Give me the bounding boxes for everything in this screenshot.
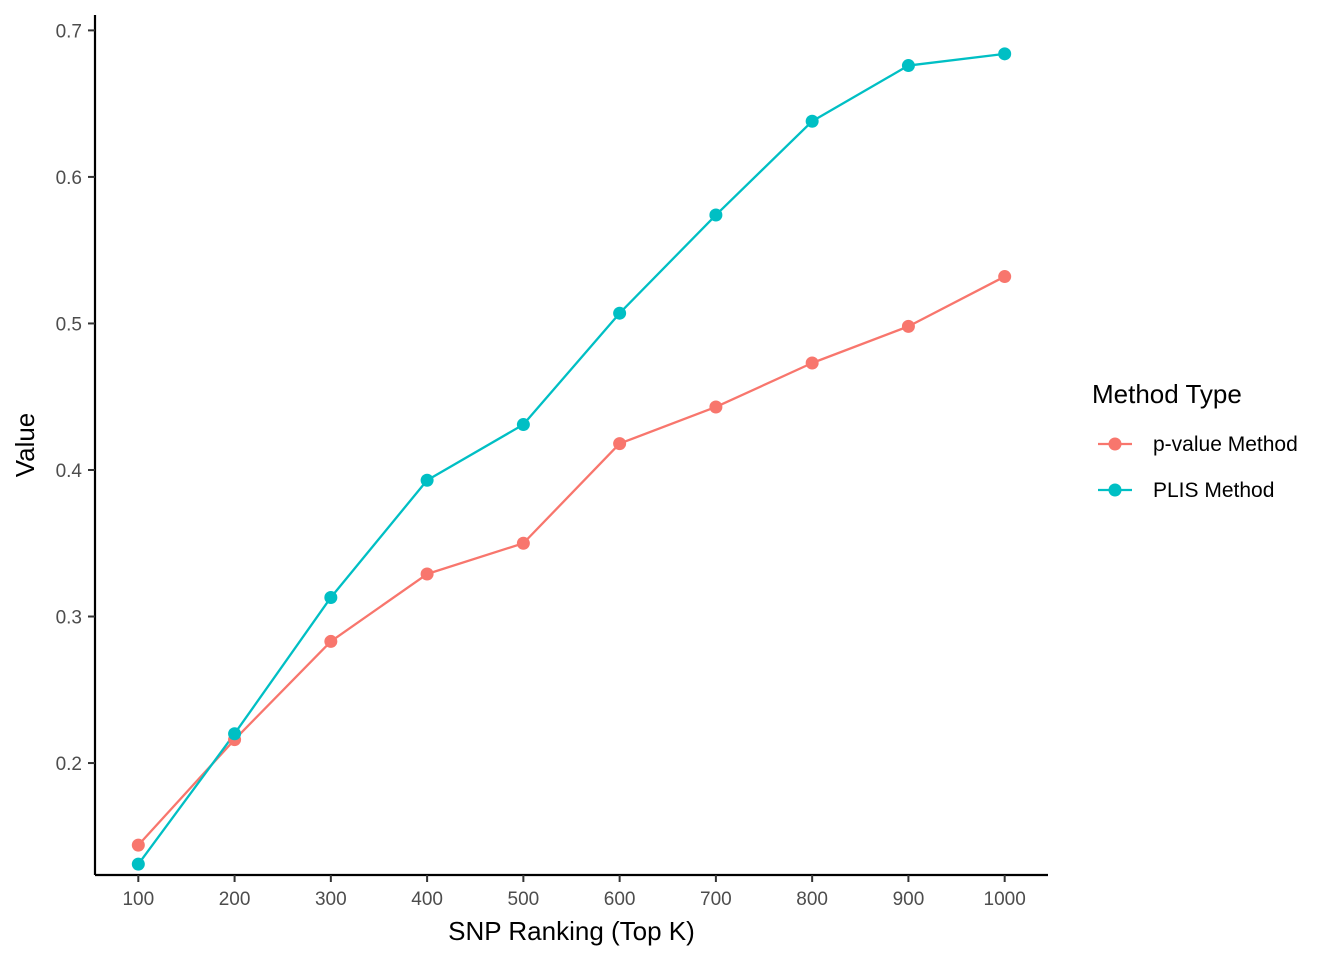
legend-label: p-value Method (1153, 433, 1298, 456)
data-point-plis-method (805, 114, 819, 128)
legend-key-point (1108, 437, 1122, 451)
data-point-p-value-method (805, 356, 819, 370)
data-point-p-value-method (998, 270, 1012, 284)
y-tick-label: 0.7 (56, 21, 82, 42)
series-line-plis-method (137, 52, 1005, 865)
data-point-plis-method (131, 857, 145, 871)
x-tick-label: 1000 (984, 889, 1026, 910)
data-point-plis-method (901, 59, 915, 73)
legend-item-p-value-method: p-value Method (1098, 433, 1298, 456)
data-point-plis-method (324, 590, 338, 604)
y-tick-label: 0.5 (56, 314, 82, 335)
data-point-p-value-method (613, 437, 627, 451)
y-tick-label: 0.2 (56, 754, 82, 775)
y-tick-label: 0.4 (56, 461, 83, 482)
data-point-p-value-method (420, 567, 434, 581)
legend: Method Type p-value Method PLIS Method (1092, 379, 1298, 502)
x-tick-label: 400 (411, 889, 443, 910)
data-point-plis-method (709, 208, 723, 222)
data-point-plis-method (516, 418, 530, 432)
axes: 100 200 300 400 500 600 700 800 900 1000 0.2 0.3 0.4… (56, 15, 1048, 910)
x-tick-label: 700 (700, 889, 732, 910)
data-point-p-value-method (901, 319, 915, 333)
x-tick-label: 100 (122, 889, 154, 910)
x-tick-label: 900 (893, 889, 925, 910)
data-point-p-value-method (709, 400, 723, 414)
data-point-p-value-method (324, 634, 338, 648)
x-tick-label: 200 (219, 889, 251, 910)
y-tick-label: 0.3 (56, 608, 82, 629)
data-point-p-value-method (131, 838, 145, 852)
x-tick-label: 800 (796, 889, 828, 910)
legend-item-plis-method: PLIS Method (1098, 479, 1274, 502)
legend-key-point (1108, 483, 1122, 497)
series-line-p-value-method (137, 275, 1006, 846)
legend-label: PLIS Method (1153, 479, 1274, 502)
y-tick-label: 0.6 (56, 168, 82, 189)
data-point-plis-method (998, 47, 1012, 61)
x-tick-label: 300 (315, 889, 347, 910)
data-point-p-value-method (516, 536, 530, 550)
data-point-plis-method (613, 306, 627, 320)
data-point-plis-method (420, 473, 434, 487)
x-tick-label: 600 (604, 889, 636, 910)
series-layer (131, 47, 1012, 871)
x-tick-label: 500 (508, 889, 540, 910)
y-axis-title: Value (10, 413, 40, 478)
legend-title: Method Type (1092, 379, 1242, 409)
x-axis-title: SNP Ranking (Top K) (448, 916, 695, 946)
data-point-plis-method (228, 727, 242, 741)
